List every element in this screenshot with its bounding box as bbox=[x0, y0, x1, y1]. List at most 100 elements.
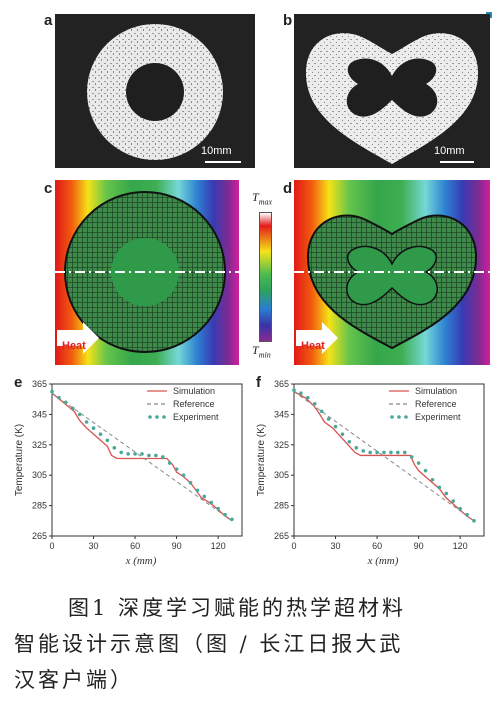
experiment-point bbox=[437, 485, 442, 490]
chart-e-svg: 265 285 305 325 345 365 0 30 60 90 120 Temperature … bbox=[14, 379, 243, 567]
chart-e: 265 285 305 325 345 365 0 30 60 90 120 Temperature … bbox=[10, 376, 250, 580]
photo-heart-sample: 10mm bbox=[294, 14, 490, 168]
experiment-point bbox=[423, 468, 428, 473]
scale-label-b: 10mm bbox=[434, 145, 465, 157]
plot-frame bbox=[293, 383, 485, 537]
y-tick-label: 365 bbox=[32, 379, 47, 389]
experiment-point bbox=[230, 517, 234, 522]
heat-label-d: Heat bbox=[301, 340, 325, 352]
experiment-point bbox=[174, 467, 179, 471]
legend-label: Reference bbox=[415, 399, 457, 409]
y-tick-label: 305 bbox=[32, 470, 47, 480]
panel-label-e: e bbox=[14, 374, 23, 391]
x-tick-label: 0 bbox=[291, 541, 296, 551]
y-tick-label: 265 bbox=[32, 531, 47, 541]
panel-label-d: d bbox=[283, 180, 293, 197]
experiment-point bbox=[91, 426, 96, 430]
plot-frame bbox=[51, 383, 243, 537]
legend-label: Experiment bbox=[173, 412, 219, 422]
reference-line bbox=[51, 392, 233, 522]
caption-line-3: 汉客户端） bbox=[14, 668, 134, 692]
scale-bar-b bbox=[440, 161, 474, 163]
x-tick-label: 60 bbox=[130, 541, 140, 551]
experiment-point bbox=[375, 450, 379, 455]
experiment-point bbox=[57, 395, 61, 400]
y-tick-label: 365 bbox=[274, 379, 289, 389]
ring-thermal-overlay bbox=[55, 191, 239, 354]
experiment-point bbox=[333, 424, 338, 429]
experiment-point bbox=[70, 406, 75, 411]
experiment-point bbox=[188, 481, 193, 485]
experiment-point bbox=[98, 432, 103, 436]
x-tick-label: 30 bbox=[331, 541, 341, 551]
ring-sample-image bbox=[87, 24, 223, 160]
experiment-point bbox=[181, 473, 186, 477]
y-axis-label: Temperature (K) bbox=[14, 424, 25, 496]
experiment-point bbox=[396, 450, 400, 455]
experiment-point bbox=[112, 446, 117, 450]
legend-marker-experiment bbox=[155, 415, 159, 419]
experiment-point bbox=[458, 506, 462, 511]
thermal-field-ring: Heat bbox=[55, 180, 239, 365]
experiment-point bbox=[326, 417, 331, 421]
heart-thermal-overlay bbox=[294, 214, 490, 354]
simulation-line bbox=[293, 391, 475, 522]
experiment-point bbox=[430, 477, 435, 482]
scale-bar-a bbox=[205, 161, 241, 163]
experiment-point bbox=[312, 401, 317, 406]
y-tick-label: 265 bbox=[274, 531, 289, 541]
colorbar-min-label: Tmin bbox=[252, 343, 271, 360]
experiment-point bbox=[306, 395, 310, 400]
x-tick-label: 60 bbox=[372, 541, 382, 551]
experiment-point bbox=[444, 491, 449, 496]
experiment-point bbox=[126, 452, 130, 456]
experiment-point bbox=[299, 391, 303, 395]
photo-ring-sample: 10mm bbox=[55, 14, 255, 168]
experiment-point bbox=[354, 446, 359, 450]
experiment-point bbox=[319, 409, 324, 414]
legend-marker-experiment bbox=[404, 415, 408, 419]
x-axis-label: x (mm) bbox=[367, 555, 399, 567]
heart-sample-image bbox=[305, 33, 479, 165]
experiment-point bbox=[50, 389, 54, 394]
experiment-point bbox=[77, 412, 82, 417]
legend-marker-experiment bbox=[148, 415, 152, 419]
experiment-point bbox=[451, 499, 456, 503]
x-tick-label: 90 bbox=[414, 541, 424, 551]
experiment-point bbox=[465, 512, 469, 517]
y-tick-label: 325 bbox=[274, 440, 289, 450]
legend-marker-experiment bbox=[390, 415, 394, 419]
legend-marker-experiment bbox=[162, 415, 166, 419]
legend-marker-experiment bbox=[397, 415, 401, 419]
experiment-point bbox=[216, 506, 220, 511]
experiment-point bbox=[292, 388, 296, 392]
experiment-point bbox=[347, 439, 352, 444]
experiment-point bbox=[64, 400, 68, 405]
experiment-point bbox=[154, 453, 158, 458]
reference-line bbox=[293, 391, 475, 522]
chart-f: 265 285 305 325 345 365 0 30 60 90 120 Temperature … bbox=[252, 376, 492, 580]
panel-label-a: a bbox=[44, 12, 53, 29]
legend-label: Simulation bbox=[173, 386, 215, 396]
panel-label-f: f bbox=[256, 374, 261, 391]
experiment-point bbox=[133, 452, 137, 456]
experiment-point bbox=[409, 455, 414, 459]
legend-label: Experiment bbox=[415, 412, 461, 422]
experiment-point bbox=[160, 455, 165, 459]
y-tick-label: 325 bbox=[32, 440, 47, 450]
experiment-point bbox=[105, 438, 110, 443]
experiment-point bbox=[472, 519, 476, 523]
panel-label-b: b bbox=[283, 12, 293, 29]
y-tick-label: 345 bbox=[32, 409, 47, 419]
scale-label-a: 10mm bbox=[201, 145, 232, 157]
experiment-point bbox=[382, 450, 386, 455]
simulation-line bbox=[51, 392, 233, 522]
experiment-point bbox=[202, 494, 207, 499]
y-tick-label: 305 bbox=[274, 470, 289, 480]
caption-line-2: 智能设计示意图（图 / 长江日报大武 bbox=[14, 632, 404, 656]
y-tick-label: 345 bbox=[274, 409, 289, 419]
legend-label: Simulation bbox=[415, 386, 457, 396]
experiment-point bbox=[223, 512, 227, 517]
experiment-point bbox=[167, 461, 172, 465]
experiment-point bbox=[84, 420, 89, 424]
